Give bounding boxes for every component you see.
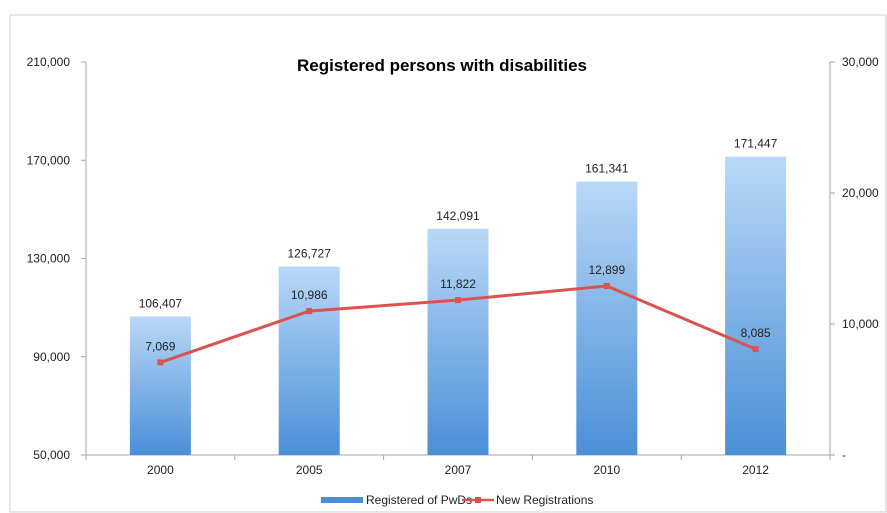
bar-data-label: 161,341 [585,162,629,176]
line-point-2007 [455,297,461,304]
y-right-tick-label: - [842,448,846,462]
bar-data-labels: 106,407 126,727 142,091 161,341 171,447 [139,137,778,311]
x-tick-label: 2012 [742,463,769,477]
bar-2010 [576,181,638,455]
y-left-tick-label: 50,000 [33,448,70,462]
line-data-label: 11,822 [440,277,476,291]
bar-data-label: 142,091 [436,209,480,223]
legend-label-registered: Registered of PwDs [366,493,472,507]
line-point-2000 [157,359,164,366]
y-left-tick-label: 210,000 [27,55,71,69]
line-series [157,283,759,366]
line-data-label: 7,069 [145,339,175,353]
y-right-tick-label: 30,000 [842,55,879,69]
x-tick-label: 2010 [593,463,620,477]
legend: Registered of PwDs New Registrations [321,493,593,507]
axes: 50,000 90,000 130,000 170,000 210,000 - 10,000… [27,55,879,477]
bars [129,156,787,455]
bar-data-label: 126,727 [288,247,332,261]
line-data-label: 12,899 [588,263,625,277]
bar-data-label: 106,407 [139,296,183,310]
line-point-2012 [752,346,759,353]
y-right-tick-label: 20,000 [842,186,879,200]
y-left-tick-label: 90,000 [33,350,70,364]
chart-title: Registered persons with disabilities [297,56,587,75]
bar-2000 [129,316,191,455]
y-left-tick-label: 130,000 [27,252,71,266]
line-point-2010 [603,283,610,290]
legend-swatch-registered [321,497,363,503]
line-point-2005 [306,308,313,315]
bar-2005 [278,266,340,455]
legend-marker-new-registrations [475,497,481,503]
chart-border [9,14,887,513]
x-tick-label: 2005 [296,463,323,477]
line-data-label: 10,986 [291,288,328,302]
x-tick-label: 2000 [147,463,174,477]
y-left-tick-label: 170,000 [27,153,71,167]
bar-2007 [427,228,489,455]
x-tick-label: 2007 [445,463,472,477]
bar-data-label: 171,447 [734,137,778,151]
bar-2012 [725,156,787,455]
y-right-tick-label: 10,000 [842,317,879,331]
line-data-label: 8,085 [741,326,771,340]
line-data-labels: 7,069 10,986 11,822 12,899 8,085 [145,263,771,353]
legend-label-new-registrations: New Registrations [496,493,593,507]
